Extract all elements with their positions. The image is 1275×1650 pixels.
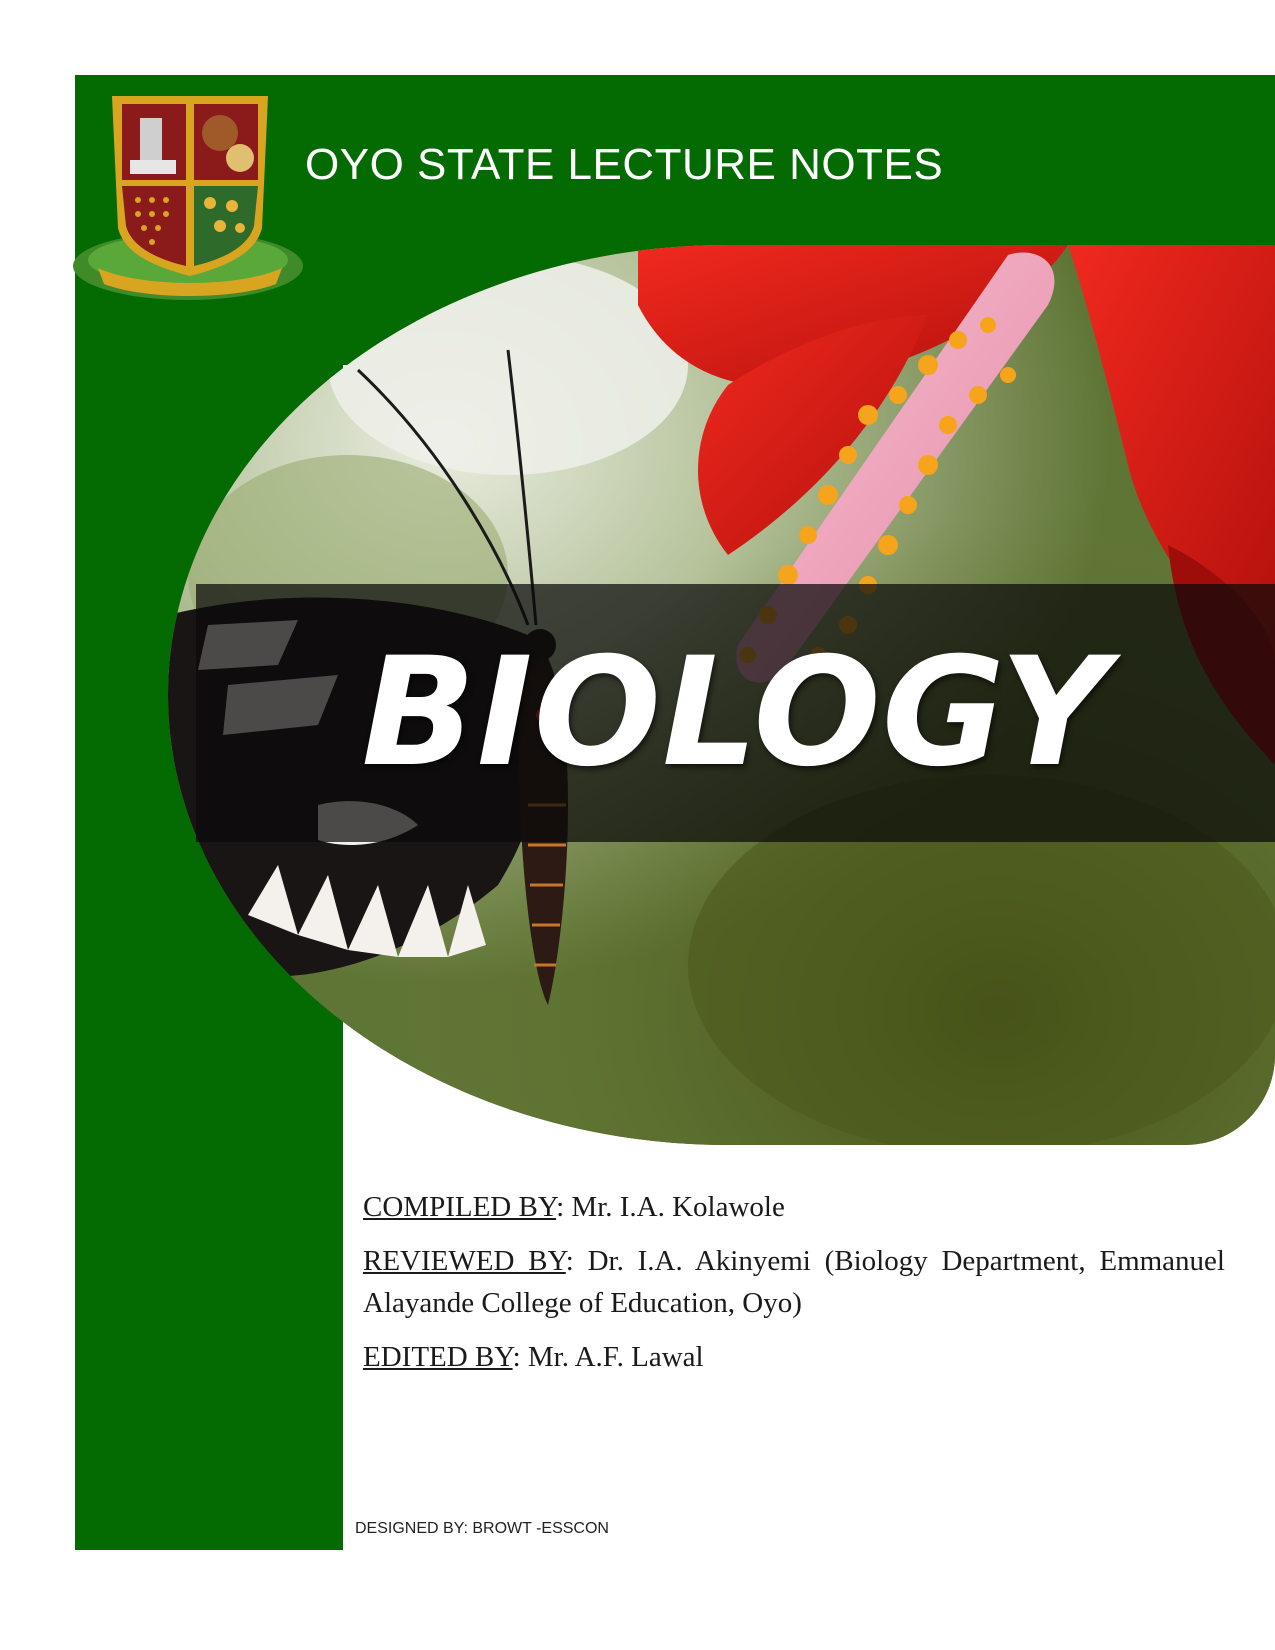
edited-by-label: EDITED BY bbox=[363, 1341, 513, 1373]
edited-by-row: EDITED BY: Mr. A.F. Lawal bbox=[363, 1336, 1225, 1378]
reviewed-by-row: REVIEWED BY: Dr. I.A. Akinyemi (Biology … bbox=[363, 1240, 1225, 1324]
header-title: OYO STATE LECTURE NOTES bbox=[305, 140, 944, 189]
title-band bbox=[196, 584, 1275, 842]
designer-credit: DESIGNED BY: BROWT -ESSCON bbox=[355, 1520, 609, 1537]
reviewed-by-label: REVIEWED BY bbox=[363, 1245, 566, 1277]
credits-block: COMPILED BY: Mr. I.A. Kolawole REVIEWED … bbox=[363, 1186, 1225, 1390]
edited-by-value: : Mr. A.F. Lawal bbox=[512, 1341, 704, 1373]
compiled-by-row: COMPILED BY: Mr. I.A. Kolawole bbox=[363, 1186, 1225, 1228]
subject-title: BIOLOGY bbox=[361, 626, 1110, 800]
coat-of-arms-icon bbox=[73, 96, 303, 300]
compiled-by-value: : Mr. I.A. Kolawole bbox=[556, 1191, 785, 1223]
reviewed-by-value: : Dr. I.A. Akinyemi (Biology Department,… bbox=[363, 1245, 1225, 1319]
compiled-by-label: COMPILED BY bbox=[363, 1191, 557, 1223]
